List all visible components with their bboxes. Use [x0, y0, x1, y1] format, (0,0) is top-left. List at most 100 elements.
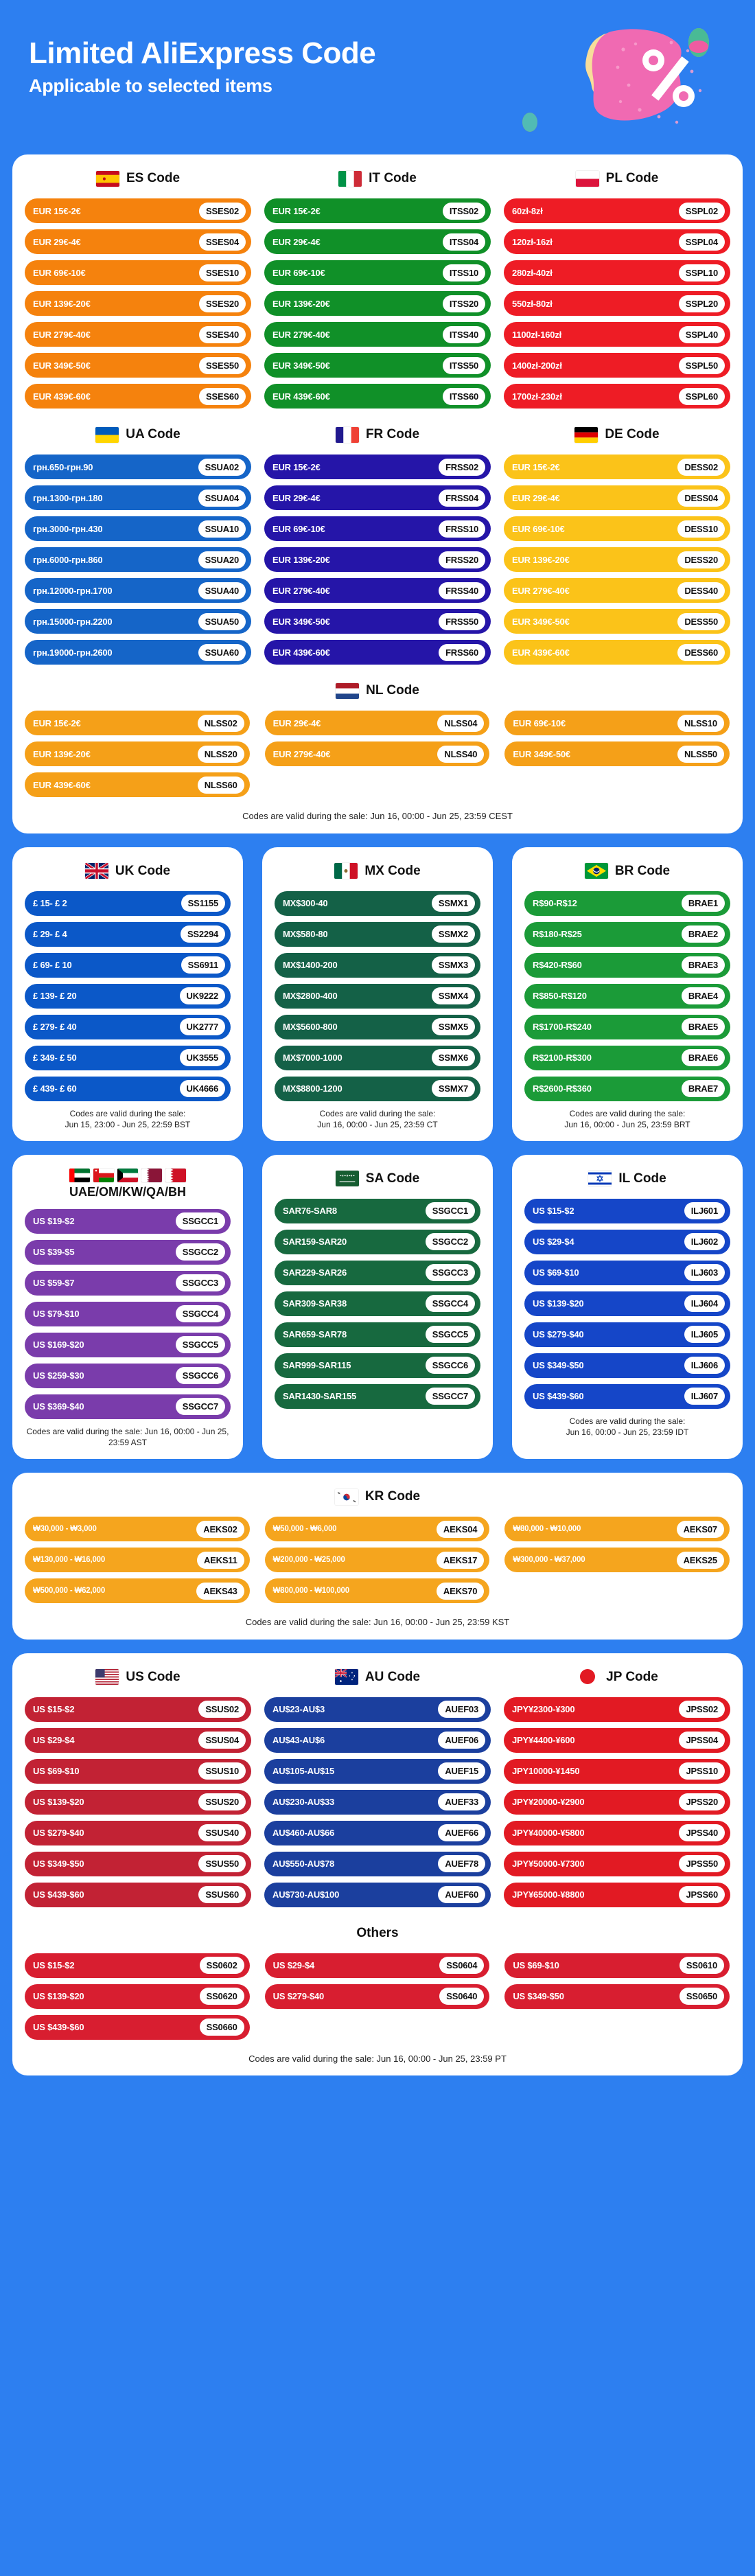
- coupon-code[interactable]: SSGCC5: [175, 1336, 225, 1354]
- coupon-pill[interactable]: EUR 139€-20€ DESS20: [504, 547, 730, 572]
- coupon-code[interactable]: SSES60: [199, 387, 246, 405]
- coupon-code[interactable]: ILJ602: [684, 1233, 725, 1251]
- coupon-code[interactable]: SSUA10: [198, 520, 246, 538]
- coupon-pill[interactable]: SAR659-SAR78 SSGCC5: [275, 1322, 480, 1347]
- coupon-code[interactable]: JPSS60: [679, 1886, 725, 1904]
- coupon-pill[interactable]: MX$580-80 SSMX2: [275, 921, 480, 947]
- coupon-pill[interactable]: US $279-$40 SSUS40: [25, 1820, 251, 1845]
- coupon-code[interactable]: SSPL02: [678, 202, 725, 220]
- coupon-pill[interactable]: EUR 139€-20€ FRSS20: [264, 547, 491, 572]
- coupon-pill[interactable]: EUR 69€-10€ DESS10: [504, 516, 730, 541]
- coupon-code[interactable]: SSUA04: [198, 489, 246, 507]
- coupon-code[interactable]: ITSS10: [442, 264, 485, 281]
- coupon-pill[interactable]: SAR1430-SAR155 SSGCC7: [275, 1383, 480, 1409]
- coupon-pill[interactable]: грн.650-грн.90 SSUA02: [25, 455, 251, 479]
- coupon-code[interactable]: ILJ605: [684, 1326, 725, 1344]
- coupon-pill[interactable]: 1700zł-230zł SSPL60: [504, 384, 730, 409]
- coupon-pill[interactable]: R$2600-R$360 BRAE7: [524, 1076, 730, 1101]
- coupon-pill[interactable]: US $69-$10 SSUS10: [25, 1758, 251, 1784]
- coupon-pill[interactable]: AU$550-AU$78 AUEF78: [264, 1851, 491, 1876]
- coupon-pill[interactable]: £ 69- £ 10 SS6911: [25, 952, 231, 978]
- coupon-pill[interactable]: R$180-R$25 BRAE2: [524, 921, 730, 947]
- coupon-pill[interactable]: EUR 69€-10€ SSES10: [25, 260, 251, 285]
- coupon-code[interactable]: AEKS02: [196, 1520, 244, 1538]
- coupon-pill[interactable]: US $29-$4 SSUS04: [25, 1727, 251, 1753]
- coupon-code[interactable]: ILJ604: [684, 1295, 725, 1313]
- coupon-code[interactable]: DESS40: [677, 582, 725, 599]
- coupon-code[interactable]: SSUS10: [198, 1762, 246, 1780]
- coupon-code[interactable]: BRAE1: [681, 895, 725, 912]
- coupon-code[interactable]: SSGCC2: [175, 1243, 225, 1261]
- coupon-pill[interactable]: 120zł-16zł SSPL04: [504, 229, 730, 254]
- coupon-pill[interactable]: грн.3000-грн.430 SSUA10: [25, 516, 251, 541]
- coupon-code[interactable]: AEKS70: [436, 1582, 485, 1600]
- coupon-code[interactable]: ITSS50: [442, 356, 485, 374]
- coupon-code[interactable]: SS2294: [180, 925, 225, 943]
- coupon-code[interactable]: SSMX4: [431, 987, 475, 1005]
- coupon-code[interactable]: AUEF60: [438, 1886, 485, 1904]
- coupon-pill[interactable]: 550zł-80zł SSPL20: [504, 291, 730, 316]
- coupon-pill[interactable]: EUR 139€-20€ NLSS20: [25, 741, 250, 766]
- coupon-code[interactable]: DESS20: [677, 551, 725, 568]
- coupon-pill[interactable]: EUR 439€-60€ DESS60: [504, 640, 730, 665]
- coupon-code[interactable]: SSES20: [199, 295, 246, 312]
- coupon-pill[interactable]: EUR 279€-40€ NLSS40: [264, 741, 490, 766]
- coupon-code[interactable]: SSPL20: [678, 295, 725, 312]
- coupon-code[interactable]: SSMX5: [431, 1018, 475, 1036]
- coupon-code[interactable]: AEKS11: [196, 1551, 244, 1569]
- coupon-pill[interactable]: R$90-R$12 BRAE1: [524, 890, 730, 916]
- coupon-pill[interactable]: EUR 439€-60€ SSES60: [25, 384, 251, 409]
- coupon-pill[interactable]: SAR999-SAR115 SSGCC6: [275, 1353, 480, 1378]
- coupon-pill[interactable]: AU$460-AU$66 AUEF66: [264, 1820, 491, 1845]
- coupon-pill[interactable]: MX$8800-1200 SSMX7: [275, 1076, 480, 1101]
- coupon-pill[interactable]: R$850-R$120 BRAE4: [524, 983, 730, 1009]
- coupon-code[interactable]: NLSS20: [197, 745, 244, 763]
- coupon-code[interactable]: SSGCC1: [425, 1202, 475, 1220]
- coupon-code[interactable]: JPSS50: [679, 1855, 725, 1873]
- coupon-pill[interactable]: US $139-$20 ILJ604: [524, 1291, 730, 1316]
- coupon-code[interactable]: ILJ603: [684, 1264, 725, 1282]
- coupon-pill[interactable]: SAR229-SAR26 SSGCC3: [275, 1260, 480, 1285]
- coupon-code[interactable]: ITSS02: [442, 202, 485, 220]
- coupon-code[interactable]: UK2777: [179, 1018, 225, 1036]
- coupon-pill[interactable]: EUR 139€-20€ SSES20: [25, 291, 251, 316]
- coupon-pill[interactable]: ₩800,000 - ₩100,000 AEKS70: [264, 1578, 490, 1604]
- coupon-code[interactable]: FRSS40: [439, 582, 485, 599]
- coupon-code[interactable]: NLSS02: [197, 714, 244, 732]
- coupon-pill[interactable]: SAR76-SAR8 SSGCC1: [275, 1198, 480, 1223]
- coupon-pill[interactable]: 1100zł-160zł SSPL40: [504, 322, 730, 347]
- coupon-code[interactable]: SSMX7: [431, 1080, 475, 1098]
- coupon-pill[interactable]: SAR309-SAR38 SSGCC4: [275, 1291, 480, 1316]
- coupon-code[interactable]: SSGCC5: [425, 1326, 475, 1344]
- coupon-code[interactable]: FRSS10: [439, 520, 485, 538]
- coupon-code[interactable]: SSUS20: [198, 1793, 246, 1811]
- coupon-pill[interactable]: EUR 279€-40€ ITSS40: [264, 322, 491, 347]
- coupon-code[interactable]: AUEF03: [438, 1701, 485, 1718]
- coupon-pill[interactable]: AU$23-AU$3 AUEF03: [264, 1697, 491, 1722]
- coupon-code[interactable]: SSUA60: [198, 643, 246, 661]
- coupon-code[interactable]: DESS60: [677, 643, 725, 661]
- coupon-code[interactable]: FRSS50: [439, 612, 485, 630]
- coupon-pill[interactable]: US $349-$50 ILJ606: [524, 1353, 730, 1378]
- coupon-code[interactable]: AEKS07: [676, 1520, 724, 1538]
- coupon-pill[interactable]: EUR 15€-2€ DESS02: [504, 455, 730, 479]
- coupon-code[interactable]: SSGCC4: [175, 1305, 225, 1323]
- coupon-code[interactable]: ILJ607: [684, 1388, 725, 1405]
- coupon-pill[interactable]: ₩130,000 - ₩16,000 AEKS11: [25, 1548, 250, 1573]
- coupon-pill[interactable]: US $15-$2 ILJ601: [524, 1198, 730, 1223]
- coupon-pill[interactable]: JPY¥40000-¥5800 JPSS40: [504, 1820, 730, 1845]
- coupon-code[interactable]: UK4666: [179, 1080, 225, 1098]
- coupon-pill[interactable]: AU$730-AU$100 AUEF60: [264, 1882, 491, 1907]
- coupon-pill[interactable]: £ 439- £ 60 UK4666: [25, 1076, 231, 1101]
- coupon-pill[interactable]: US $29-$4 SS0604: [264, 1953, 490, 1978]
- coupon-code[interactable]: SSGCC7: [425, 1388, 475, 1405]
- coupon-pill[interactable]: US $369-$40 SSGCC7: [25, 1394, 231, 1419]
- coupon-pill[interactable]: EUR 279€-40€ SSES40: [25, 322, 251, 347]
- coupon-pill[interactable]: грн.15000-грн.2200 SSUA50: [25, 609, 251, 634]
- coupon-pill[interactable]: US $349-$50 SS0650: [504, 1983, 730, 2009]
- coupon-code[interactable]: BRAE7: [681, 1080, 725, 1098]
- coupon-code[interactable]: SSGCC3: [425, 1264, 475, 1282]
- coupon-code[interactable]: BRAE5: [681, 1018, 725, 1036]
- coupon-pill[interactable]: EUR 15€-2€ NLSS02: [25, 711, 250, 735]
- coupon-pill[interactable]: EUR 69€-10€ ITSS10: [264, 260, 491, 285]
